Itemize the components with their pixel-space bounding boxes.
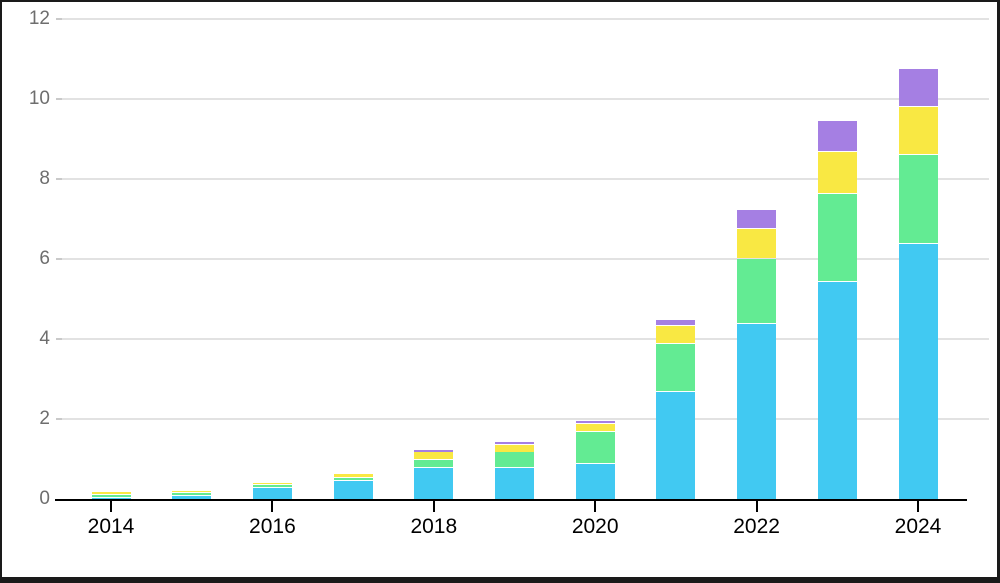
blue-segment-2018 <box>414 468 454 499</box>
yellow-segment-2021 <box>656 326 696 343</box>
purple-segment-2019 <box>495 442 534 444</box>
blue-segment-2022 <box>737 324 777 499</box>
y-axis-label-0: 0 <box>39 488 50 509</box>
purple-segment-2020 <box>575 421 615 423</box>
purple-segment-2018 <box>414 450 454 452</box>
green-segment-2019 <box>495 452 534 467</box>
bar-2018 <box>414 2 454 499</box>
y-axis-label-2: 2 <box>39 408 50 429</box>
x-tick-mark-2016 <box>271 501 274 512</box>
x-axis-label-2014: 2014 <box>87 515 135 538</box>
green-segment-2018 <box>414 460 454 467</box>
blue-segment-2017 <box>333 481 373 499</box>
x-axis-label-2020: 2020 <box>571 515 619 538</box>
x-tick-mark-2024 <box>917 501 919 512</box>
bar-2021 <box>656 2 696 499</box>
x-tick-mark-2018 <box>432 501 435 512</box>
green-segment-2022 <box>737 259 777 323</box>
yellow-segment-2020 <box>575 424 615 431</box>
x-axis-label-2016: 2016 <box>249 515 296 538</box>
x-tick-mark-2020 <box>594 501 597 512</box>
y-axis-label-8: 8 <box>39 168 50 189</box>
x-axis-label-2024: 2024 <box>894 515 942 538</box>
x-axis-label-2022: 2022 <box>733 515 780 538</box>
bar-2022 <box>737 2 777 499</box>
green-segment-2014 <box>91 495 131 497</box>
bar-2014 <box>91 2 131 499</box>
bar-2020 <box>575 2 615 499</box>
blue-segment-2019 <box>495 468 534 499</box>
yellow-segment-2014 <box>91 492 131 494</box>
y-tick-mark <box>56 98 62 100</box>
green-segment-2017 <box>333 478 373 480</box>
y-axis-label-12: 12 <box>28 8 50 29</box>
green-segment-2020 <box>575 432 615 463</box>
blue-segment-2016 <box>252 488 292 499</box>
y-tick-mark <box>56 258 62 260</box>
bar-2017 <box>333 2 373 499</box>
yellow-segment-2022 <box>737 229 777 258</box>
green-segment-2021 <box>656 344 696 391</box>
bar-2016 <box>252 2 292 499</box>
purple-segment-2021 <box>656 320 696 325</box>
x-axis-line <box>55 499 967 501</box>
y-tick-mark <box>56 338 62 340</box>
purple-segment-2022 <box>737 210 777 228</box>
gridline-y-6 <box>62 258 989 260</box>
green-segment-2024 <box>898 155 938 243</box>
gridline-y-2 <box>62 418 989 420</box>
blue-segment-2014 <box>91 498 131 499</box>
bar-2024 <box>898 2 938 499</box>
purple-segment-2024 <box>898 69 938 106</box>
gridline-y-4 <box>62 338 989 340</box>
y-tick-mark <box>56 418 62 420</box>
yellow-segment-2023 <box>817 152 857 193</box>
y-axis-label-10: 10 <box>28 88 50 109</box>
yellow-segment-2015 <box>172 491 212 492</box>
green-segment-2015 <box>172 493 212 495</box>
blue-segment-2024 <box>898 244 938 499</box>
green-segment-2023 <box>817 194 857 281</box>
gridline-y-12 <box>62 18 989 20</box>
x-axis-label-2018: 2018 <box>410 515 458 538</box>
blue-segment-2021 <box>656 392 696 499</box>
yellow-segment-2019 <box>495 445 534 452</box>
x-tick-mark-2014 <box>110 501 112 512</box>
gridline-y-8 <box>62 178 989 180</box>
green-segment-2016 <box>252 485 292 487</box>
bar-2023 <box>817 2 857 499</box>
blue-segment-2023 <box>817 282 857 499</box>
yellow-segment-2017 <box>333 474 373 477</box>
gridline-y-10 <box>62 98 989 100</box>
bar-2015 <box>172 2 212 499</box>
blue-segment-2015 <box>172 496 212 499</box>
yellow-segment-2024 <box>898 107 938 154</box>
y-axis-label-6: 6 <box>39 248 50 269</box>
blue-segment-2020 <box>575 464 615 499</box>
yellow-segment-2016 <box>252 483 292 484</box>
y-tick-mark <box>56 178 62 180</box>
bar-2019 <box>495 2 534 499</box>
y-tick-mark <box>56 18 62 20</box>
yellow-segment-2018 <box>414 452 454 459</box>
purple-segment-2023 <box>817 121 857 151</box>
y-axis-label-4: 4 <box>39 328 50 349</box>
x-tick-mark-2022 <box>755 501 758 512</box>
